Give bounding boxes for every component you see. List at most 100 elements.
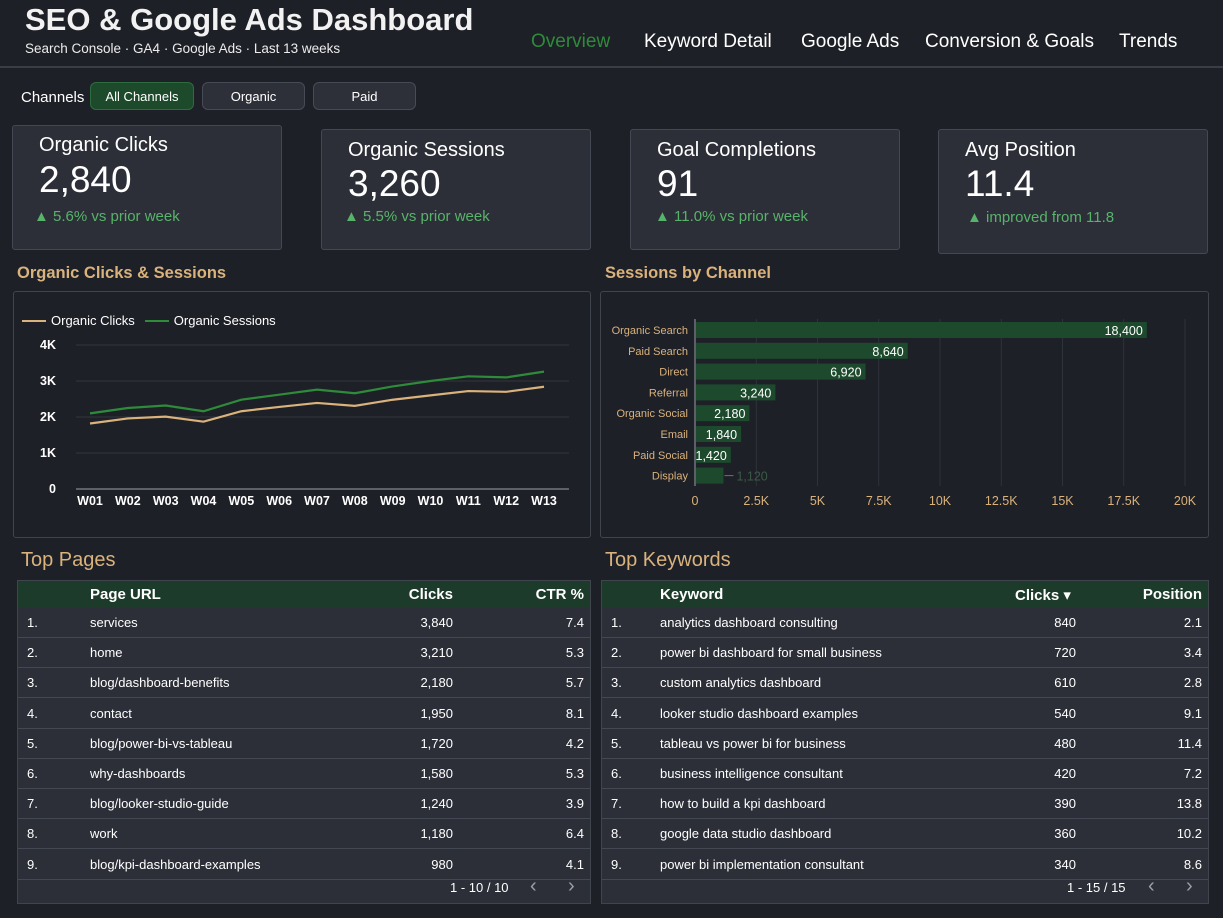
bar — [696, 322, 1147, 338]
ctr-cell: 4.2 — [565, 735, 584, 751]
clicks-cell: 340 — [1054, 856, 1076, 872]
page-url-cell: home — [90, 645, 123, 661]
ctr-cell: 8.1 — [565, 705, 584, 721]
row-number: 9. — [27, 856, 38, 872]
ctr-cell: 4.1 — [565, 856, 584, 872]
y-tick-label: 2K — [40, 410, 56, 424]
legend-label-clicks: Organic Clicks — [51, 313, 135, 328]
clicks-cell: 480 — [1054, 735, 1076, 751]
y-tick-label: Organic Social — [616, 408, 688, 420]
chip-organic[interactable]: Organic — [202, 82, 305, 110]
y-tick-label: Paid Search — [628, 346, 688, 358]
tab-google-ads[interactable]: Google Ads — [801, 31, 900, 52]
y-tick-label: Display — [652, 471, 689, 483]
position-cell: 11.4 — [1177, 735, 1202, 751]
kpi-card-organic-clicks: Organic Clicks 2,840 ▲ 5.6% vs prior wee… — [12, 125, 282, 250]
table-header: Keyword Clicks ▾ Position — [602, 581, 1208, 608]
pagination-label: 1 - 10 / 10 — [450, 880, 509, 895]
row-number: 9. — [611, 856, 622, 872]
table-row[interactable]: 1. analytics dashboard consulting 840 2.1 — [602, 608, 1208, 638]
row-number: 6. — [27, 766, 38, 781]
table-header: Page URL Clicks CTR % — [18, 581, 590, 608]
page-url-cell: why-dashboards — [90, 766, 186, 781]
row-number: 7. — [27, 796, 38, 812]
clicks-cell: 980 — [431, 856, 453, 872]
chip-paid[interactable]: Paid — [313, 82, 416, 110]
bar-chart: 0 2.5K 5K 7.5K 10K 12.5K 15K 17.5K 20K Organic Se… — [612, 319, 1197, 508]
top-pages-title: Top Pages — [21, 549, 116, 571]
ctr-cell: 7.4 — [565, 615, 584, 630]
clicks-cell: 1,180 — [420, 826, 453, 842]
table-row[interactable]: 7. blog/looker-studio-guide 1,240 3.9 — [18, 789, 590, 820]
row-number: 8. — [27, 826, 38, 842]
keyword-cell: business intelligence consultant — [660, 766, 843, 781]
chevron-left-icon[interactable]: ‹ — [1148, 875, 1155, 897]
position-cell: 8.6 — [1183, 856, 1202, 872]
tab-conversion-goals[interactable]: Conversion & Goals — [925, 31, 1094, 52]
bar — [696, 405, 750, 422]
row-number: 1. — [611, 615, 622, 630]
bar-value-label: 1,840 — [706, 428, 737, 442]
table-row[interactable]: 8. work 1,180 6.4 — [18, 819, 590, 850]
tab-overview[interactable]: Overview — [531, 31, 611, 52]
column-header-keyword[interactable]: Keyword — [660, 586, 724, 603]
bar — [696, 426, 742, 442]
y-tick-label: Email — [660, 429, 688, 441]
row-number: 6. — [611, 766, 622, 781]
table-row[interactable]: 5. blog/power-bi-vs-tableau 1,720 4.2 — [18, 729, 590, 759]
table-row[interactable]: 4. looker studio dashboard examples 540 9.1 — [602, 699, 1208, 729]
tab-trends[interactable]: Trends — [1119, 31, 1178, 52]
legend-item-clicks: Organic Clicks — [22, 313, 135, 328]
x-tick-label: W04 — [191, 494, 217, 508]
bar — [696, 446, 731, 463]
page-url-cell: services — [90, 615, 138, 630]
row-number: 2. — [611, 645, 622, 661]
table-row[interactable]: 3. custom analytics dashboard 610 2.8 — [602, 668, 1208, 699]
row-number: 1. — [27, 615, 38, 630]
column-header-ctr[interactable]: CTR % — [535, 586, 584, 603]
table-row[interactable]: 4. contact 1,950 8.1 — [18, 699, 590, 729]
kpi-title: Organic Sessions — [348, 139, 505, 161]
bar-value-label: 18,400 — [1105, 324, 1143, 338]
chip-all-channels[interactable]: All Channels — [90, 82, 194, 110]
table-row[interactable]: 6. business intelligence consultant 420 7.2 — [602, 759, 1208, 789]
column-header-position[interactable]: Position — [1142, 586, 1202, 603]
y-tick-label: 1K — [40, 446, 56, 460]
chevron-right-icon[interactable]: › — [568, 875, 575, 897]
chevron-left-icon[interactable]: ‹ — [530, 875, 537, 897]
table-row[interactable]: 7. how to build a kpi dashboard 390 13.8 — [602, 789, 1208, 820]
bar-chart-title: Sessions by Channel — [605, 264, 771, 282]
column-header-page-url[interactable]: Page URL — [90, 586, 161, 603]
dashboard-header: SEO & Google Ads Dashboard Search Consol… — [0, 0, 1223, 68]
line-chart-title: Organic Clicks & Sessions — [17, 264, 227, 282]
x-tick-label: W01 — [77, 494, 103, 508]
table-row[interactable]: 9. power bi implementation consultant 340 8… — [602, 850, 1208, 880]
row-number: 4. — [611, 705, 622, 721]
column-header-clicks[interactable]: Clicks — [408, 586, 453, 603]
y-tick-label: Organic Search — [612, 325, 688, 337]
column-header-clicks-sorted[interactable]: Clicks ▾ — [1015, 587, 1071, 604]
chevron-right-icon[interactable]: › — [1186, 875, 1193, 897]
keyword-cell: power bi implementation consultant — [660, 856, 864, 872]
x-tick-label: 15K — [1051, 494, 1074, 508]
legend-item-sessions: Organic Sessions — [144, 313, 276, 328]
series-line-sessions — [89, 370, 545, 415]
table-row[interactable]: 6. why-dashboards 1,580 5.3 — [18, 759, 590, 789]
page-url-cell: blog/kpi-dashboard-examples — [90, 856, 261, 872]
table-row[interactable]: 8. google data studio dashboard 360 10.2 — [602, 819, 1208, 850]
table-row[interactable]: 3. blog/dashboard-benefits 2,180 5.7 — [18, 668, 590, 699]
keyword-cell: looker studio dashboard examples — [660, 705, 859, 721]
page-title: SEO & Google Ads Dashboard — [25, 2, 474, 37]
table-row[interactable]: 1. services 3,840 7.4 — [18, 608, 590, 638]
position-cell: 3.4 — [1183, 645, 1202, 661]
keyword-cell: custom analytics dashboard — [660, 675, 822, 691]
page-url-cell: blog/looker-studio-guide — [90, 796, 229, 812]
table-row[interactable]: 5. tableau vs power bi for business 480 11.… — [602, 729, 1208, 759]
x-tick-label: 0 — [692, 494, 699, 508]
table-row[interactable]: 2. home 3,210 5.3 — [18, 638, 590, 669]
table-row[interactable]: 2. power bi dashboard for small business 7… — [602, 638, 1208, 669]
table-row[interactable]: 9. blog/kpi-dashboard-examples 980 4.1 — [18, 850, 590, 880]
x-tick-label: W02 — [115, 494, 141, 508]
tab-keyword-detail[interactable]: Keyword Detail — [644, 31, 772, 52]
clicks-cell: 840 — [1054, 615, 1076, 630]
